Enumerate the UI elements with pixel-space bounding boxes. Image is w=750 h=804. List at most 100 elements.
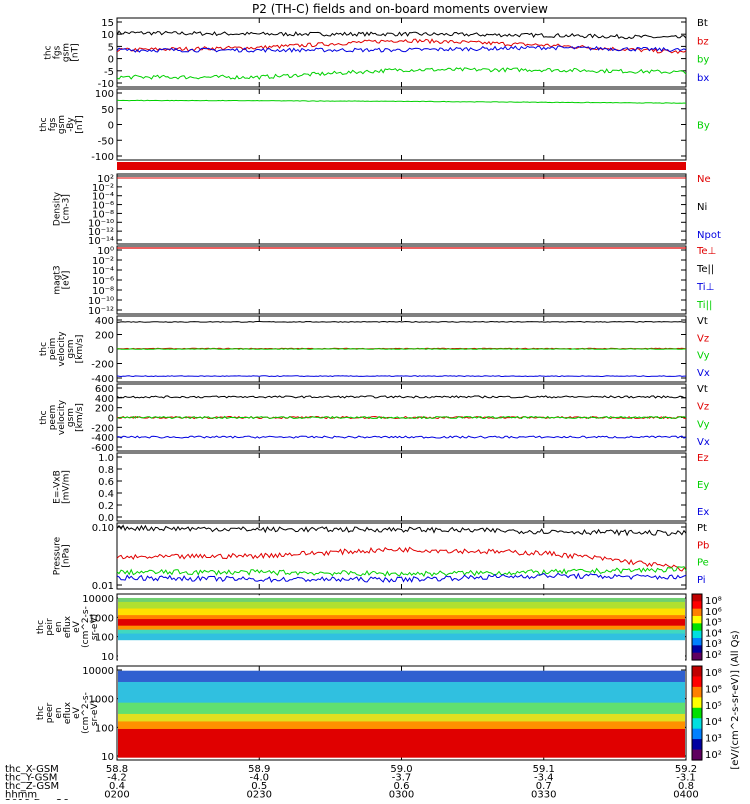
y-tick-label: 10⁻⁶ — [92, 276, 114, 287]
colorbar-tick-label: 10⁸ — [705, 596, 722, 607]
spectrogram-band — [118, 608, 685, 616]
y-axis-label: en — [54, 707, 64, 718]
xaxis-tick-hhmm: 0300 — [389, 790, 414, 801]
y-tick-label: 1000 — [89, 613, 114, 624]
series-Vy — [117, 348, 687, 350]
colorbar-tick-label: 10⁵ — [705, 701, 722, 712]
y-tick-label: 10000 — [82, 666, 114, 677]
colorbar-segment — [692, 601, 702, 610]
y-tick-label: 10⁻² — [92, 256, 114, 267]
xaxis-tick-y: -3.4 — [534, 773, 554, 784]
y-axis-label: [km/s] — [75, 335, 85, 364]
legend-Pb: Pb — [697, 540, 709, 551]
legend-by: by — [697, 55, 709, 66]
y-axis-label: Density — [53, 191, 63, 226]
y-axis-label: gsm — [66, 339, 76, 358]
y-axis-label: Pressure — [53, 536, 63, 575]
series-Vt — [116, 395, 686, 399]
spectrogram-band — [118, 597, 685, 603]
y-axis-label: thc — [44, 45, 54, 59]
legend-Ne: Ne — [697, 174, 711, 185]
y-tick-label: 600 — [95, 384, 114, 395]
y-tick-label: 5 — [108, 42, 114, 53]
y-tick-label: 10⁻⁸ — [92, 209, 114, 220]
spectrogram-band — [118, 601, 685, 610]
xaxis-tick-hhmm: 0200 — [104, 790, 129, 801]
y-axis-label: gsm — [66, 408, 76, 427]
y-axis-label: sr-eV) — [90, 614, 100, 640]
spectrogram-band — [118, 629, 685, 635]
spectrogram-band — [118, 702, 685, 715]
legend-Pt: Pt — [697, 523, 707, 534]
legend-bz: bz — [697, 36, 709, 47]
xaxis-tick-z: 0.8 — [678, 781, 694, 792]
y-axis-label: [nT] — [71, 43, 81, 61]
colorbar-tick-label: 10² — [705, 650, 722, 661]
colorbar-segment — [692, 718, 702, 730]
colorbar-tick-label: 10² — [705, 750, 722, 761]
y-tick-label: 0.2 — [98, 501, 114, 512]
legend-Vt: Vt — [697, 316, 708, 327]
legend-Ey: Ey — [697, 480, 709, 491]
y-tick-label: -600 — [91, 443, 114, 454]
y-tick-label: 10² — [97, 174, 114, 185]
colorbar-segment — [692, 749, 702, 761]
y-tick-label: 1.0 — [98, 453, 114, 464]
y-axis-label: E=-VxB — [53, 470, 63, 504]
xaxis-row-label: thc_Y-GSM — [5, 773, 57, 784]
colorbar-segment — [692, 676, 702, 688]
spectrogram-band — [118, 595, 685, 600]
y-tick-label: 10⁻⁶ — [92, 201, 114, 212]
y-tick-label: 0.0 — [98, 513, 114, 524]
y-axis-label: [nT] — [75, 115, 85, 133]
y-tick-label: 10⁻¹⁰ — [88, 218, 114, 229]
spectrogram-band — [118, 728, 685, 758]
y-tick-label: 100 — [95, 89, 114, 100]
y-tick-label: 0.4 — [98, 489, 114, 500]
colorbar-tick-label: 10⁴ — [705, 717, 722, 728]
y-tick-label: 400 — [95, 316, 114, 327]
y-axis-label: peim — [48, 338, 58, 361]
series-bx — [116, 45, 687, 53]
y-tick-label: -10 — [98, 79, 114, 90]
y-tick-label: 0.6 — [98, 477, 114, 488]
y-axis-label: eV — [72, 706, 82, 719]
series-Bt — [116, 30, 687, 40]
legend-Te||: Te|| — [696, 264, 714, 275]
y-tick-label: 10 — [101, 30, 114, 41]
xaxis-tick-hhmm: 0400 — [673, 790, 698, 801]
y-tick-label: 100 — [95, 723, 114, 734]
colorbar-segment — [692, 707, 702, 719]
y-axis-label: [cm-3] — [62, 194, 72, 224]
xaxis-row-label: thc_Z-GSM — [5, 781, 59, 792]
spectrogram-band — [118, 619, 685, 627]
y-tick-label: 15 — [101, 18, 114, 29]
y-axis-label: thc — [36, 706, 46, 720]
y-axis-label: fgs — [48, 117, 58, 131]
xaxis-tick-x: 58.8 — [106, 764, 128, 775]
data-gap-bar — [117, 162, 686, 170]
y-tick-label: 10 — [101, 752, 114, 763]
spectrogram-band — [118, 625, 685, 631]
legend-Vz: Vz — [697, 333, 709, 344]
colorbar-segment — [692, 608, 702, 617]
series-bz — [116, 38, 687, 55]
spectrogram-band — [118, 721, 685, 730]
y-tick-label: 10⁻¹⁰ — [88, 296, 114, 307]
y-tick-label: -200 — [91, 423, 114, 434]
panel-frame-fgs-gsm-By — [116, 88, 687, 161]
spectrogram-band — [118, 713, 685, 722]
y-axis-label: fgs — [53, 45, 63, 59]
legend-Pi: Pi — [697, 575, 706, 586]
y-axis-label: (cm^2-s- — [81, 692, 91, 734]
colorbar-segment — [692, 728, 702, 740]
legend-Ez: Ez — [697, 453, 709, 464]
legend-Ti||: Ti|| — [696, 300, 712, 311]
y-tick-label: 200 — [95, 404, 114, 415]
peir-spectrogram — [118, 595, 685, 661]
y-axis-label: velocity — [57, 399, 67, 435]
xaxis-tick-z: 0.5 — [251, 781, 267, 792]
y-axis-label: thc — [39, 410, 49, 424]
colorbar-segment — [692, 686, 702, 698]
y-tick-label: 0.01 — [92, 581, 114, 592]
